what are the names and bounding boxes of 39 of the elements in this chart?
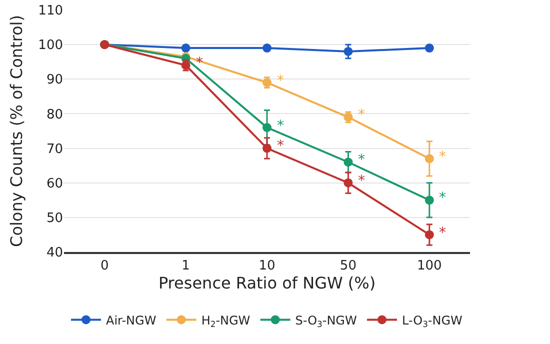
- annotation: *: [358, 173, 365, 189]
- y-tick-label: 90: [46, 72, 63, 88]
- annotation: *: [358, 152, 365, 168]
- x-tick-label: 1: [182, 258, 190, 274]
- legend-label: H$_{2}$-NGW: [201, 313, 250, 329]
- annotation: *: [439, 225, 446, 241]
- annotation: *: [277, 118, 284, 134]
- legend-label: L-O$_{3}$-NGW: [402, 313, 463, 329]
- point: [262, 144, 272, 153]
- point: [262, 123, 272, 132]
- point: [424, 154, 434, 164]
- x-tick-label: 50: [340, 258, 356, 274]
- point: [344, 46, 353, 56]
- y-axis-title: Colony Counts (% of Control): [7, 15, 26, 247]
- point: [262, 44, 272, 53]
- point: [424, 230, 434, 240]
- y-tick-label: 70: [46, 142, 63, 157]
- annotation: *: [277, 73, 284, 89]
- legend-label: Air-NGW: [106, 313, 156, 328]
- x-tick-label: 0: [100, 258, 109, 274]
- y-tick-label: 80: [46, 107, 63, 122]
- annotation: *: [439, 190, 446, 206]
- point: [424, 44, 434, 53]
- point: [181, 44, 190, 53]
- y-tick-label: 100: [38, 38, 63, 54]
- point: [344, 178, 353, 188]
- legend-label: S-O$_{3}$-NGW: [295, 313, 357, 329]
- y-tick-label: 40: [46, 246, 63, 261]
- x-axis-title: Presence Ratio of NGW (%): [158, 274, 376, 293]
- y-tick-label: 50: [46, 210, 63, 226]
- x-tick-label: 10: [258, 258, 276, 274]
- y-tick-label: 60: [46, 176, 63, 192]
- point: [344, 158, 353, 167]
- point: [424, 196, 434, 205]
- annotation: *: [439, 149, 446, 165]
- y-tick-label: 110: [38, 4, 63, 19]
- annotation: *: [277, 138, 284, 154]
- x-tick-label: 100: [416, 258, 442, 274]
- annotation: *: [358, 107, 365, 123]
